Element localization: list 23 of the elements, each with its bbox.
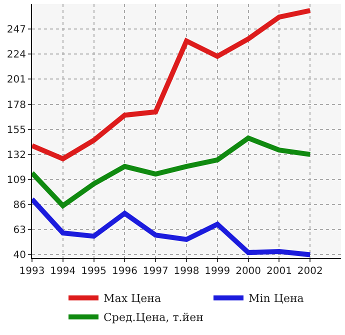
y-tick-label: 224 (6, 50, 26, 61)
y-tick-label: 247 (6, 24, 26, 36)
x-tick-label: 1999 (204, 266, 230, 277)
x-tick-label: 2001 (266, 266, 292, 277)
x-tick-label: 2000 (236, 266, 262, 277)
y-tick-label: 40 (13, 250, 26, 262)
x-tick-label: 1997 (142, 266, 168, 277)
legend-label: Min Цена (248, 292, 304, 306)
y-tick-label: 63 (13, 225, 26, 236)
legend-label: Max Цена (104, 292, 162, 306)
y-tick-label: 109 (6, 175, 26, 186)
x-tick-label: 1995 (81, 266, 107, 277)
x-tick-label: 1996 (112, 266, 138, 277)
y-tick-label: 201 (6, 74, 26, 86)
x-tick-label: 1998 (174, 266, 200, 277)
y-tick-label: 132 (6, 150, 26, 161)
legend-label: Сред.Цена, т.йен (104, 311, 204, 324)
y-tick-label: 86 (13, 200, 26, 212)
y-tick-label: 178 (6, 100, 26, 111)
x-tick-label: 1993 (19, 266, 45, 277)
x-tick-label: 1994 (50, 266, 76, 277)
y-tick-label: 155 (6, 124, 26, 136)
x-tick-label: 2002 (297, 266, 323, 277)
